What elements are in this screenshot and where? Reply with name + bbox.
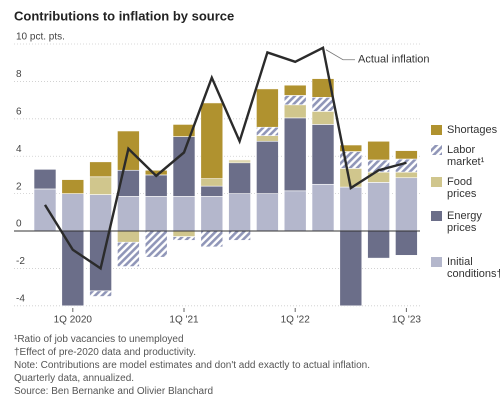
annotation-leader (325, 49, 355, 61)
bar-segment (61, 193, 85, 232)
bar-segment (367, 140, 390, 161)
y-tick-label: -2 (16, 256, 25, 267)
footnote: Quarterly data, annualized. (14, 373, 135, 384)
y-tick-label: 0 (16, 219, 22, 230)
bar-segment (228, 230, 251, 241)
legend-swatch (431, 257, 442, 267)
y-tick-label: 8 (16, 69, 22, 80)
footnote: †Effect of pre-2020 data and productivit… (14, 347, 196, 358)
bar-segment (283, 104, 307, 119)
bar-segment (89, 194, 112, 232)
bar-segment (311, 124, 335, 185)
bar-segment (395, 150, 418, 160)
bar-segment (367, 230, 390, 259)
footnote: Note: Contributions are model estimates … (14, 360, 371, 371)
bar-segment (144, 174, 168, 197)
bar-segment (395, 171, 418, 179)
bar-segment (200, 102, 224, 179)
annotation: Actual inflation (358, 54, 430, 66)
bar-segment (228, 193, 251, 232)
legend-swatch (431, 145, 442, 155)
legend-swatch (431, 211, 442, 221)
bar-segment (61, 230, 85, 307)
bar-segment (61, 179, 85, 194)
legend-label: Food prices (447, 176, 477, 200)
bar-segment (311, 78, 335, 98)
bar-segment (89, 161, 112, 178)
x-tick-label: 1Q 2020 (54, 315, 93, 326)
bar-segment (395, 177, 418, 232)
y-tick-label: 4 (16, 144, 22, 155)
bar-segment (339, 230, 363, 307)
chart-title: Contributions to inflation by source (14, 8, 234, 23)
legend-label: Initial conditions† (447, 256, 500, 280)
bar-segment (311, 97, 335, 112)
bar-segment (89, 176, 112, 195)
bar-segment (256, 126, 279, 136)
x-tick-label: 1Q '21 (169, 315, 199, 326)
bar-segment (33, 188, 57, 232)
x-tick-label: 1Q '22 (281, 315, 311, 326)
bar-segment (256, 140, 279, 194)
bar-segment (172, 236, 196, 241)
inflation-line (43, 45, 407, 271)
bar-segment (311, 111, 335, 125)
legend-label: Energy prices (447, 210, 482, 234)
bar-segment (117, 230, 140, 243)
bar-segment (283, 84, 307, 96)
bar-segment (172, 136, 196, 197)
bar-segment (89, 290, 112, 297)
bar-segment (228, 162, 251, 194)
bar-segment (256, 193, 279, 232)
bar-segment (200, 196, 224, 232)
bar-segment (339, 186, 363, 232)
footnote: ¹Ratio of job vacancies to unemployed (14, 334, 184, 345)
bar-segment (283, 95, 307, 106)
legend-label: Shortages (447, 124, 498, 136)
bar-segment (144, 230, 168, 258)
legend-label: Labor market¹ (447, 144, 485, 168)
bar-segment (117, 241, 140, 267)
bar-segment (200, 185, 224, 197)
bar-segment (33, 169, 57, 190)
x-tick-label: 1Q '23 (392, 315, 422, 326)
legend-swatch (431, 125, 442, 135)
y-tick-label: 10 pct. pts. (16, 32, 65, 43)
footnote: Source: Ben Bernanke and Olivier Blancha… (14, 386, 214, 397)
bar-segment (144, 196, 168, 232)
bar-segment (172, 196, 196, 232)
bar-segment (228, 159, 251, 162)
bar-segment (395, 230, 418, 256)
bar-segment (283, 117, 307, 192)
y-tick-label: 6 (16, 106, 22, 117)
bar-segment (339, 144, 363, 152)
bar-segment (256, 88, 279, 128)
legend-swatch (431, 177, 442, 187)
bar-segment (200, 178, 224, 187)
bar-segment (117, 196, 140, 232)
bar-segment (172, 124, 196, 137)
bar-segment (367, 171, 390, 183)
y-tick-label: 2 (16, 181, 22, 192)
bar-segment (256, 135, 279, 142)
y-tick-label: -4 (16, 293, 25, 304)
bar-segment (367, 182, 390, 232)
bar-segment (311, 183, 335, 232)
bar-segment (200, 230, 224, 248)
bar-segment (283, 190, 307, 232)
bar-segment (172, 230, 196, 237)
